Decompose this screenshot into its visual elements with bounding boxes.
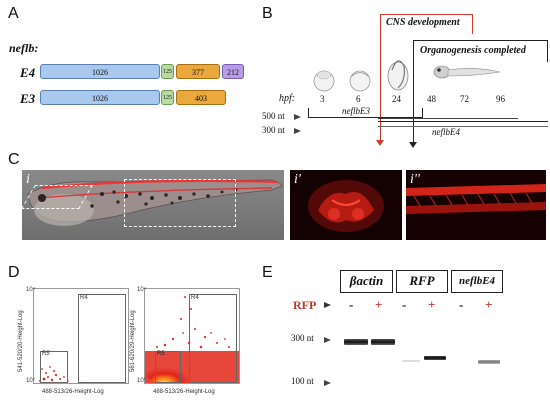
panel-c-i-label: i [26, 172, 30, 187]
embryo-6hpf-icon [349, 70, 371, 92]
neflbe4-label: neflbE4 [432, 127, 460, 137]
embryo-stage-icons [313, 60, 501, 92]
plot-2-ytick-bottom: 10° [137, 378, 147, 384]
plot-2-ylabel: 561-620/29-Height-Log [130, 310, 136, 372]
marker-300nt-arrow-icon [324, 337, 331, 343]
hpf-3: 3 [320, 94, 325, 104]
hpf-72: 72 [460, 94, 469, 104]
head-fluorescence-drawing [290, 170, 402, 240]
marker-500-label: 500 nt [262, 111, 285, 121]
organogenesis-line [413, 62, 414, 144]
e3-exon-1026: 1026 [40, 90, 160, 105]
sign-neflbe4-plus: + [485, 297, 493, 312]
rfp-row-arrow-icon [324, 302, 331, 308]
gate-r4-plot-1 [78, 294, 126, 383]
e3-exon-125: 125 [161, 90, 174, 105]
organogenesis-arrow-icon [409, 142, 417, 148]
panel-c-i-double-prime-label: i'' [410, 172, 420, 187]
panel-d-label: D [8, 264, 20, 281]
gate-r5-plot-2 [155, 351, 181, 383]
gate-r5-label-plot-2: R5 [157, 351, 165, 357]
larva-brightfield-image [22, 170, 284, 240]
organogenesis-box [413, 40, 548, 62]
e3-band-line [378, 118, 518, 119]
isoform-e3-label: E3 [20, 91, 36, 106]
band-rfp-minus-faint [402, 360, 420, 362]
head-fluorescence-image [290, 170, 402, 240]
larva-drawing [22, 170, 284, 240]
organogenesis-label: Organogenesis completed [420, 45, 526, 56]
panel-c-label: C [8, 151, 20, 168]
isoform-e4-label: E4 [20, 65, 36, 80]
hpf-6: 6 [356, 94, 361, 104]
cns-development-line [380, 34, 381, 142]
band-bactin-minus [344, 339, 368, 345]
neflbe4-gel-bracket [378, 121, 548, 126]
e4-band-line [378, 126, 548, 127]
e4-exon-1026: 1026 [40, 64, 160, 79]
gate-r4-label-plot-1: R4 [80, 295, 88, 301]
facs-plot-1: R5 R4 [33, 288, 129, 384]
neflbe3-label: neflbE3 [340, 106, 372, 116]
column-header-bactin: βactin [340, 270, 393, 293]
plot-1-ytick-top: 10⁴ [26, 287, 36, 293]
marker-100nt-label: 100 nt [291, 376, 314, 386]
embryo-3hpf-icon [313, 70, 335, 92]
plot-1-ylabel: 541-520/20-Height-Log [18, 310, 24, 372]
sign-rfp-plus: + [428, 297, 436, 312]
panel-e-label: E [262, 264, 273, 281]
gate-r4-plot-2 [189, 294, 237, 383]
panel-b-label: B [262, 5, 273, 22]
marker-300-label: 300 nt [262, 125, 285, 135]
plot-1-xlabel: 488-513/26-Height-Log [42, 389, 104, 395]
cns-arrow-icon [376, 140, 384, 146]
marker-100nt-arrow-icon [324, 380, 331, 386]
trunk-roi-dashed-box [124, 179, 236, 227]
trunk-fluorescence-image [406, 170, 546, 240]
plot-2-xlabel: 488-513/26-Height-Log [153, 389, 215, 395]
cns-development-box [380, 14, 473, 34]
band-neflbe4-plus [478, 360, 500, 364]
trunk-fluorescence-drawing [406, 170, 546, 240]
hpf-24: 24 [392, 94, 401, 104]
gate-r4-label-plot-2: R4 [191, 295, 199, 301]
e4-exon-125: 125 [161, 64, 174, 79]
marker-300nt-label: 300 nt [291, 333, 314, 343]
sign-neflbe4-minus: - [459, 297, 464, 312]
plot-1-ytick-bottom: 10° [26, 378, 36, 384]
gate-r5-label-plot-1: R5 [42, 351, 50, 357]
rfp-row-label: RFP [293, 298, 317, 312]
marker-300-arrow-icon [294, 128, 301, 134]
e3-exon-403: 403 [176, 90, 226, 105]
e4-exon-212: 212 [222, 64, 244, 79]
embryo-24hpf-icon [387, 60, 409, 91]
facs-plot-2: R5 R4 [144, 288, 240, 384]
neflbe3-gel-bracket [308, 108, 423, 118]
marker-500-arrow-icon [294, 114, 301, 120]
sign-rfp-minus: - [402, 297, 407, 312]
hpf-label: hpf: [279, 93, 296, 104]
hpf-48: 48 [427, 94, 436, 104]
column-header-rfp: RFP [396, 270, 448, 293]
hpf-96: 96 [496, 94, 505, 104]
cns-development-label: CNS development [386, 17, 460, 28]
gene-name-neflb: neflb: [9, 41, 39, 55]
band-bactin-plus [371, 339, 395, 345]
panel-a-label: A [8, 5, 19, 22]
facs-plot-1-scatter [39, 366, 69, 382]
sign-bactin-minus: - [349, 297, 354, 312]
band-rfp-plus [424, 356, 446, 360]
gate-r5-plot-1 [40, 351, 68, 383]
e4-exon-377: 377 [176, 64, 220, 79]
larva-48hpf-icon [433, 65, 501, 79]
panel-c-i-prime-label: i' [294, 172, 301, 187]
column-header-neflbe4: neflbE4 [451, 270, 503, 293]
sign-bactin-plus: + [375, 297, 383, 312]
plot-2-ytick-top: 10⁴ [137, 287, 147, 293]
